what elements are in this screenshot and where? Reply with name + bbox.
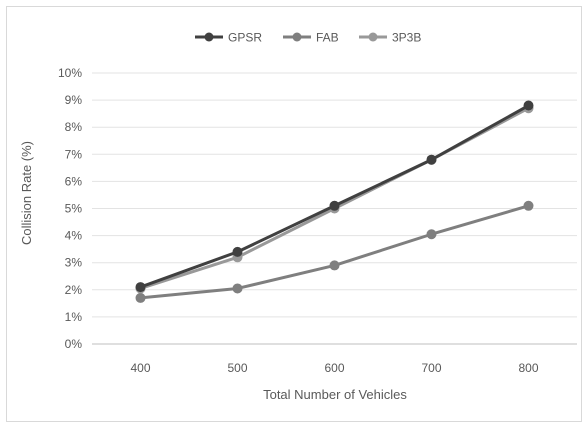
legend-label: 3P3B [392,31,421,45]
x-tick-label: 800 [518,361,538,375]
legend: GPSR FAB 3P3B [195,31,421,45]
legend-swatch-marker [292,32,302,42]
data-point [426,154,437,165]
line-chart: 0%1%2%3%4%5%6%7%8%9%10% 400 500 600 700 800 … [19,31,577,402]
y-tick-label: 8% [65,120,83,134]
data-point [232,283,243,294]
legend-label: FAB [316,31,339,45]
data-point [135,282,146,293]
legend-swatch-marker [368,32,378,42]
data-point [523,100,534,111]
x-axis-title: Total Number of Vehicles [263,387,407,402]
x-tick-label: 400 [130,361,150,375]
chart-frame: 0% 1% 2% 3% 4% 5% 6% 7% 8% 9% 10% 400 500 600 700 800 … [6,6,582,422]
x-tick-label: 600 [324,361,344,375]
series-fab [135,200,534,303]
data-point [426,229,437,240]
y-axis-tick-labels: 0% 1% 2% 3% 4% 5% 6% 7% 8% 9% 10% [58,66,82,351]
x-axis-tick-labels: 400 500 600 700 800 [130,361,538,375]
legend-label: GPSR [228,31,262,45]
legend-swatch-marker [204,32,214,42]
x-tick-label: 500 [227,361,247,375]
y-tick-label: 3% [65,256,83,270]
series-line [140,204,529,300]
series-lines [135,100,534,303]
y-tick-label: 5% [65,202,83,216]
data-point [523,200,534,211]
legend-item: 3P3B [359,31,421,45]
legend-item: FAB [283,31,339,45]
legend-item: GPSR [195,31,262,45]
data-point [329,260,340,271]
series-line [139,104,530,289]
y-tick-label: 1% [65,310,83,324]
y-tick-label: 2% [65,283,83,297]
data-point [135,292,146,303]
y-tick-label: 0% [65,337,83,351]
y-axis-title: Collision Rate (%) [19,141,34,245]
data-point [232,246,243,257]
y-tick-label: 7% [65,147,83,161]
series-gpsr [135,100,534,293]
y-tick-label: 4% [65,229,83,243]
x-tick-label: 700 [421,361,441,375]
y-tick-label: 10% [58,66,82,80]
data-point [329,200,340,211]
y-tick-label: 9% [65,93,83,107]
y-tick-label: 6% [65,174,83,188]
